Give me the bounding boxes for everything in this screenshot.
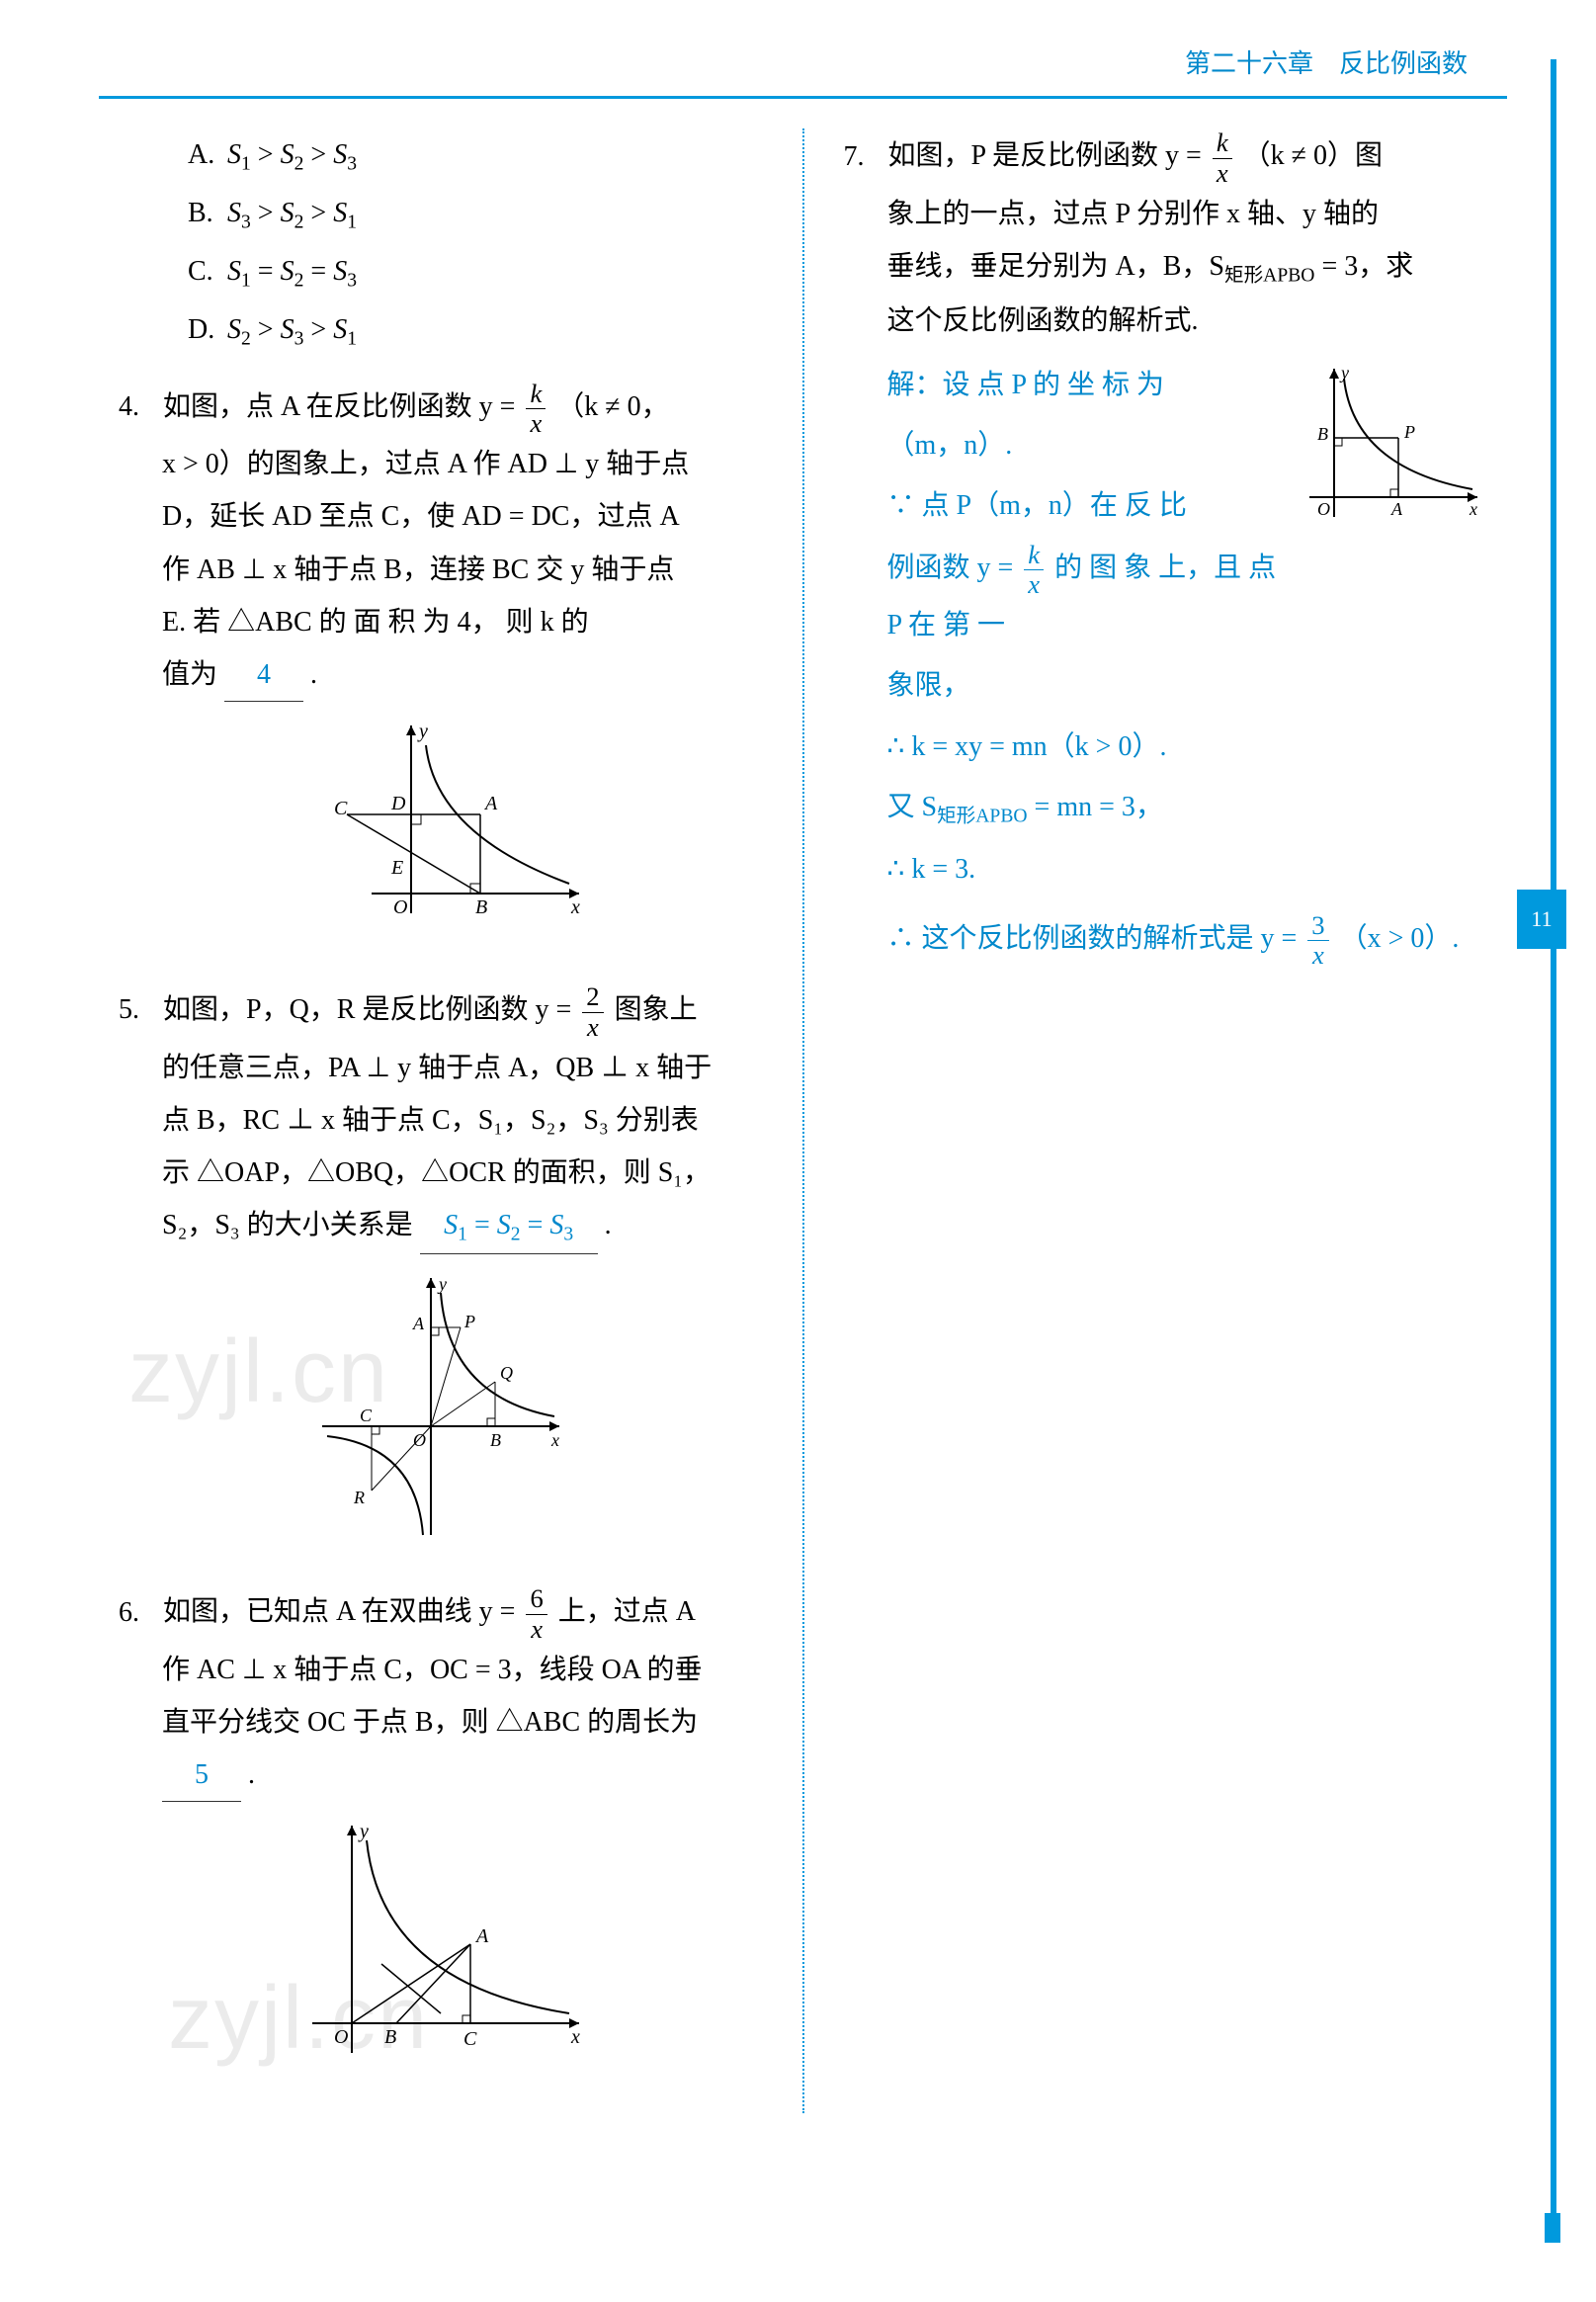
q6-answer: 5 bbox=[162, 1748, 241, 1802]
q7-solution: y x B P O A 解：设 点 P 的 坐 标 为 （m，n）. ∵ 点 P… bbox=[844, 359, 1488, 970]
svg-text:x: x bbox=[550, 1430, 559, 1450]
q4-line2: x > 0）的图象上，过点 A 作 AD ⊥ y 轴于点 bbox=[119, 438, 763, 490]
svg-text:y: y bbox=[1339, 363, 1349, 383]
sol-line6: ∴ k = 3. bbox=[887, 843, 1488, 895]
svg-text:A: A bbox=[474, 1925, 489, 1947]
q7-line3: 垂线，垂足分别为 A，B，S矩形APBO = 3，求 bbox=[844, 240, 1488, 295]
svg-text:R: R bbox=[353, 1488, 365, 1507]
q5-number: 5. bbox=[119, 983, 156, 1036]
q5-line3: 点 B，RC ⊥ x 轴于点 C，S₁，S₂，S₃ 分别表 bbox=[119, 1094, 763, 1147]
sol-line3: 例函数 y = kx 的 图 象 上，且 点 P 在 第 一 bbox=[887, 541, 1488, 652]
question-5: 5. 如图，P，Q，R 是反比例函数 y = 2x 图象上 的任意三点，PA ⊥… bbox=[119, 982, 763, 1563]
option-A: A.S1 > S2 > S3 bbox=[119, 128, 763, 183]
svg-text:O: O bbox=[413, 1430, 426, 1450]
svg-text:B: B bbox=[1317, 424, 1328, 444]
q7-line2: 象上的一点，过点 P 分别作 x 轴、y 轴的 bbox=[844, 188, 1488, 240]
q6-number: 6. bbox=[119, 1586, 156, 1639]
sol-line3c: 象限， bbox=[887, 659, 1488, 712]
svg-text:B: B bbox=[384, 2026, 396, 2048]
q5-line2: 的任意三点，PA ⊥ y 轴于点 A，QB ⊥ x 轴于 bbox=[119, 1042, 763, 1094]
q3-options: A.S1 > S2 > S3 B.S3 > S2 > S1 C.S1 = S2 … bbox=[119, 128, 763, 357]
sol-line5: 又 S矩形APBO = mn = 3， bbox=[887, 781, 1488, 835]
q5-line4: 示 △OAP，△OBQ，△OCR 的面积，则 S₁， bbox=[119, 1147, 763, 1199]
svg-text:O: O bbox=[1317, 499, 1330, 519]
right-column: 7. 如图，P 是反比例函数 y = kx （k ≠ 0）图 象上的一点，过点 … bbox=[804, 128, 1508, 2112]
q4-answer: 4 bbox=[224, 648, 303, 702]
q4-line4: 作 AB ⊥ x 轴于点 B，连接 BC 交 y 轴于点 bbox=[119, 544, 763, 596]
side-accent-bar bbox=[1551, 59, 1556, 2243]
option-D: D.S2 > S3 > S1 bbox=[119, 303, 763, 358]
svg-text:B: B bbox=[475, 896, 487, 918]
option-C: C.S1 = S2 = S3 bbox=[119, 245, 763, 299]
q7-line4: 这个反比例函数的解析式. bbox=[844, 295, 1488, 347]
q4-figure: y x C D A E O B bbox=[119, 716, 763, 961]
svg-text:x: x bbox=[1469, 499, 1477, 519]
question-6: 6. 如图，已知点 A 在双曲线 y = 6x 上，过点 A 作 AC ⊥ x … bbox=[119, 1584, 763, 2090]
q4-number: 4. bbox=[119, 381, 156, 433]
page-number-tab: 11 bbox=[1517, 890, 1566, 949]
q6-figure: zyjl.cn y x A bbox=[119, 1816, 763, 2090]
q7-number: 7. bbox=[844, 130, 882, 183]
q4-line6: 值为 4 . bbox=[119, 648, 763, 702]
content-columns: A.S1 > S2 > S3 B.S3 > S2 > S1 C.S1 = S2 … bbox=[99, 128, 1507, 2112]
svg-text:B: B bbox=[490, 1430, 501, 1450]
q4-line3: D，延长 AD 至点 C，使 AD = DC，过点 A bbox=[119, 490, 763, 543]
svg-text:C: C bbox=[360, 1406, 373, 1425]
svg-text:y: y bbox=[437, 1274, 447, 1294]
svg-text:A: A bbox=[1390, 499, 1403, 519]
svg-text:A: A bbox=[483, 793, 498, 814]
left-column: A.S1 > S2 > S3 B.S3 > S2 > S1 C.S1 = S2 … bbox=[99, 128, 804, 2112]
svg-text:x: x bbox=[570, 896, 580, 918]
svg-text:A: A bbox=[412, 1314, 425, 1333]
svg-text:y: y bbox=[417, 721, 428, 742]
q6-line4: 5 . bbox=[119, 1748, 763, 1802]
question-4: 4. 如图，点 A 在反比例函数 y = kx （k ≠ 0， x > 0）的图… bbox=[119, 380, 763, 962]
chapter-header: 第二十六章 反比例函数 bbox=[99, 40, 1507, 96]
svg-text:E: E bbox=[390, 857, 403, 879]
header-rule bbox=[99, 96, 1507, 99]
q4-text: 如图，点 A 在反比例函数 y = bbox=[163, 391, 522, 422]
q6-line2: 作 AC ⊥ x 轴于点 C，OC = 3，线段 OA 的垂 bbox=[119, 1644, 763, 1696]
svg-text:C: C bbox=[463, 2028, 477, 2050]
svg-text:y: y bbox=[358, 1821, 369, 1842]
q4-text-cond: （k ≠ 0， bbox=[556, 391, 668, 422]
question-7: 7. 如图，P 是反比例函数 y = kx （k ≠ 0）图 象上的一点，过点 … bbox=[844, 128, 1488, 970]
svg-text:P: P bbox=[1403, 422, 1415, 442]
svg-text:O: O bbox=[393, 896, 407, 918]
page: 11 第二十六章 反比例函数 A.S1 > S2 > S3 B.S3 > S2 … bbox=[0, 0, 1596, 2302]
sol-line7: ∴ 这个反比例函数的解析式是 y = 3x （x > 0）. bbox=[887, 911, 1488, 971]
svg-text:C: C bbox=[334, 798, 348, 819]
q5-figure: zyjl.cn bbox=[119, 1268, 763, 1563]
option-B: B.S3 > S2 > S1 bbox=[119, 187, 763, 241]
svg-text:P: P bbox=[463, 1312, 475, 1331]
svg-text:Q: Q bbox=[500, 1363, 513, 1383]
page-corner-mark bbox=[1545, 2213, 1560, 2243]
svg-text:x: x bbox=[570, 2026, 580, 2048]
q5-line5: S₂，S₃ 的大小关系是 S1 = S2 = S3 . bbox=[119, 1199, 763, 1254]
q7-figure: y x B P O A bbox=[1290, 359, 1487, 545]
q6-line3: 直平分线交 OC 于点 B，则 △ABC 的周长为 bbox=[119, 1696, 763, 1748]
svg-text:O: O bbox=[334, 2026, 348, 2048]
q5-answer: S1 = S2 = S3 bbox=[420, 1199, 598, 1254]
sol-line4: ∴ k = xy = mn（k > 0）. bbox=[887, 721, 1488, 773]
q4-line5: E. 若 △ABC 的 面 积 为 4， 则 k 的 bbox=[119, 596, 763, 648]
svg-text:D: D bbox=[390, 793, 406, 814]
